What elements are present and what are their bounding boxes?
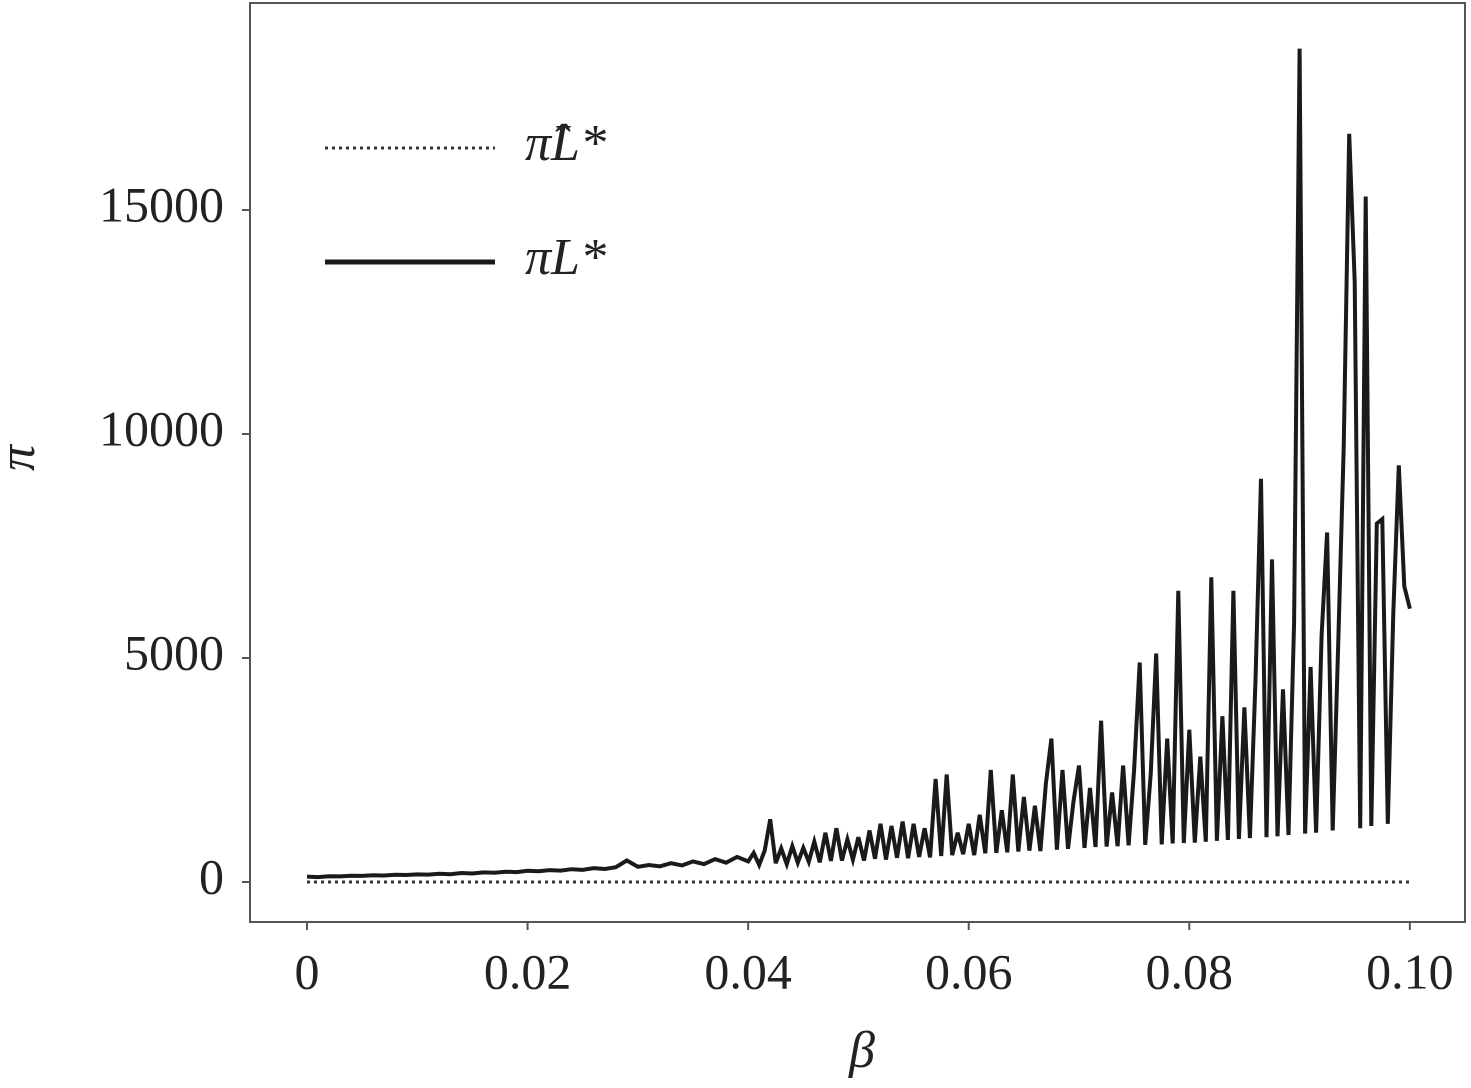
data-line xyxy=(306,48,1412,880)
x-tick-label: 0.08 xyxy=(1146,943,1234,999)
legend-label: π̂L* xyxy=(525,115,606,172)
y-tick-label: 0 xyxy=(199,848,224,904)
y-tick-label: 15000 xyxy=(99,176,224,232)
x-tick-label: 0 xyxy=(295,943,320,999)
y-tick-label: 10000 xyxy=(99,400,224,456)
plot-frame xyxy=(249,2,1466,923)
y-tick-label: 5000 xyxy=(124,624,224,680)
x-tick-label: 0.06 xyxy=(925,943,1013,999)
x-tick-label: 0.02 xyxy=(484,943,572,999)
x-tick-label: 0.10 xyxy=(1366,943,1454,999)
legend-label: πL* xyxy=(525,229,606,286)
y-axis-label: π xyxy=(0,443,46,471)
x-axis-label: β xyxy=(848,1022,875,1079)
x-tick-label: 0.04 xyxy=(704,943,792,999)
